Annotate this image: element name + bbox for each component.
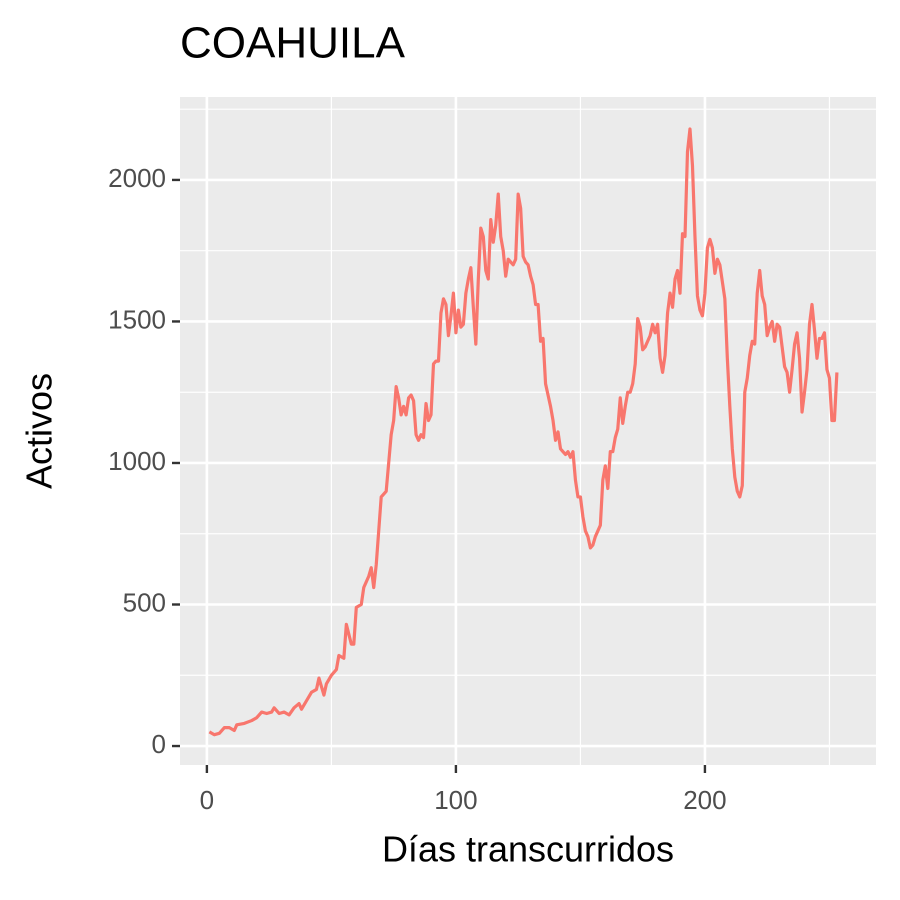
y-tick-label: 2000 [108, 163, 166, 193]
y-tick-label: 0 [152, 729, 166, 759]
y-axis-title: Activos [19, 373, 60, 489]
panel [180, 97, 876, 765]
y-tick-label: 500 [123, 587, 166, 617]
x-tick-label: 200 [683, 785, 726, 815]
plot [208, 127, 839, 737]
x-axis-title: Días transcurridos [382, 829, 674, 870]
y-tick-label: 1000 [108, 446, 166, 476]
x-tick-label: 0 [200, 785, 214, 815]
grid [180, 97, 876, 765]
chart-title: COAHUILA [180, 19, 406, 68]
y-tick-label: 1500 [108, 304, 166, 334]
x-tick-label: 100 [434, 785, 477, 815]
data-line [208, 127, 839, 737]
